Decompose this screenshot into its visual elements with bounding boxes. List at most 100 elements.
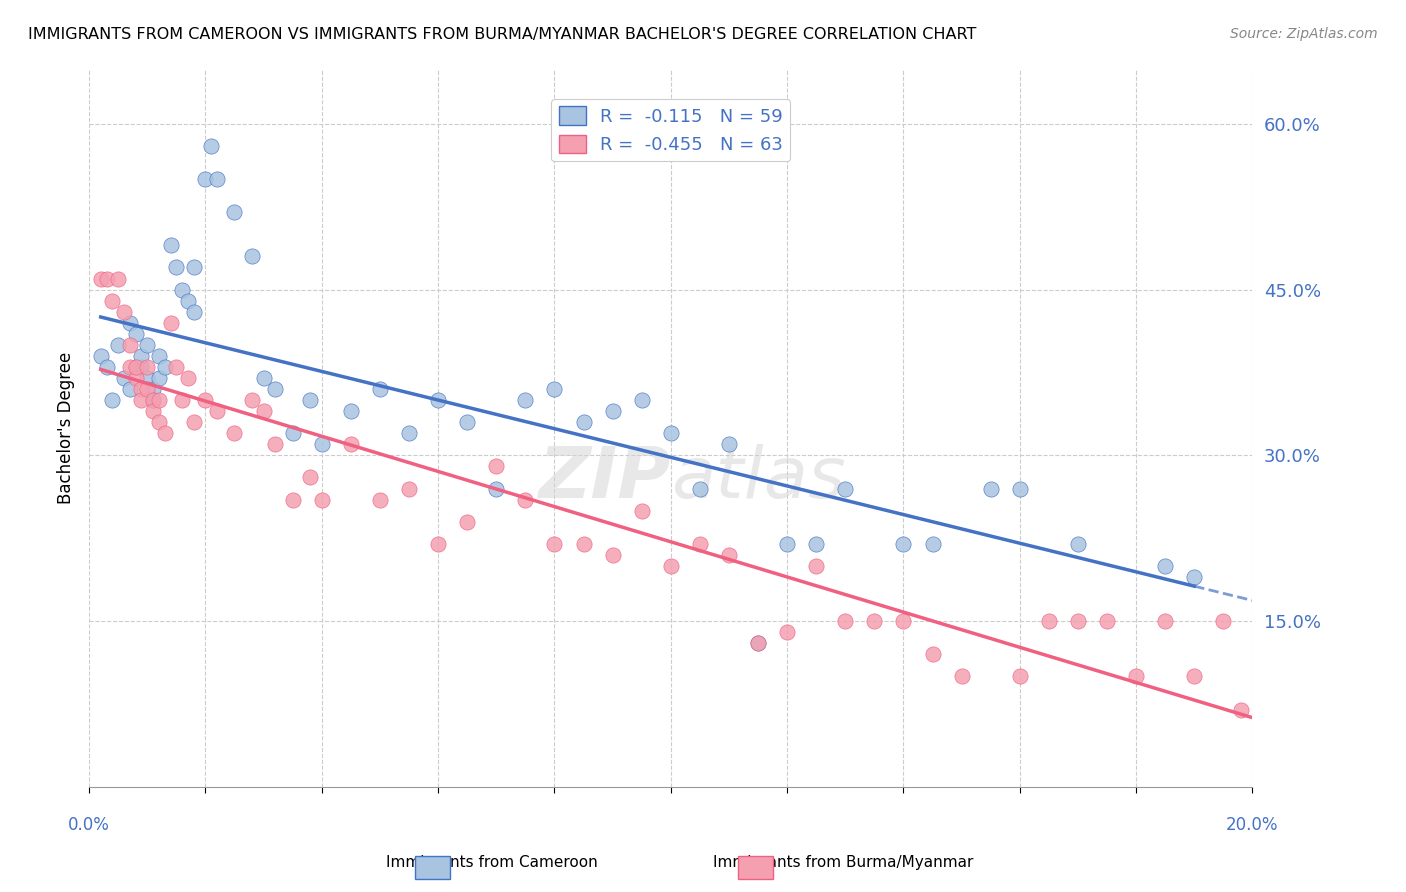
- Point: [183, 260, 205, 275]
- Point: [112, 304, 135, 318]
- Point: [602, 404, 624, 418]
- Point: [1008, 482, 1031, 496]
- Point: [183, 304, 205, 318]
- Point: [131, 393, 153, 408]
- Point: [124, 326, 146, 341]
- Point: [96, 359, 118, 374]
- Point: [515, 492, 537, 507]
- Point: [177, 371, 200, 385]
- Point: [252, 404, 274, 418]
- Text: Immigrants from Cameroon: Immigrants from Cameroon: [387, 855, 598, 870]
- Point: [142, 393, 165, 408]
- Point: [264, 382, 287, 396]
- Point: [299, 393, 322, 408]
- Point: [281, 426, 304, 441]
- Point: [224, 205, 246, 219]
- Text: 0.0%: 0.0%: [67, 815, 110, 834]
- Point: [950, 669, 973, 683]
- Point: [602, 548, 624, 562]
- Point: [1008, 669, 1031, 683]
- Point: [177, 293, 200, 308]
- Text: IMMIGRANTS FROM CAMEROON VS IMMIGRANTS FROM BURMA/MYANMAR BACHELOR'S DEGREE CORR: IMMIGRANTS FROM CAMEROON VS IMMIGRANTS F…: [28, 27, 977, 42]
- Point: [1230, 702, 1253, 716]
- Point: [776, 625, 799, 640]
- Point: [427, 393, 450, 408]
- Point: [264, 437, 287, 451]
- Point: [136, 371, 159, 385]
- Point: [572, 537, 595, 551]
- Point: [165, 359, 187, 374]
- Point: [240, 393, 263, 408]
- Point: [659, 558, 682, 573]
- Point: [118, 316, 141, 330]
- Text: ZIP: ZIP: [538, 443, 671, 513]
- Point: [834, 482, 856, 496]
- Point: [142, 393, 165, 408]
- Point: [136, 382, 159, 396]
- Point: [148, 393, 170, 408]
- Point: [1067, 537, 1090, 551]
- Point: [153, 359, 176, 374]
- Point: [456, 515, 478, 529]
- Point: [311, 492, 333, 507]
- Point: [689, 537, 711, 551]
- Point: [1067, 614, 1090, 628]
- Point: [515, 393, 537, 408]
- Point: [194, 393, 217, 408]
- Point: [368, 492, 391, 507]
- Text: Immigrants from Burma/Myanmar: Immigrants from Burma/Myanmar: [713, 855, 974, 870]
- Point: [893, 537, 915, 551]
- Point: [165, 260, 187, 275]
- Point: [1182, 570, 1205, 584]
- Point: [142, 404, 165, 418]
- Point: [1182, 669, 1205, 683]
- Text: atlas: atlas: [671, 443, 845, 513]
- Point: [118, 359, 141, 374]
- Point: [90, 271, 112, 285]
- Point: [747, 636, 769, 650]
- Point: [205, 172, 228, 186]
- Point: [124, 359, 146, 374]
- Point: [194, 172, 217, 186]
- Point: [101, 293, 124, 308]
- Point: [1212, 614, 1234, 628]
- Point: [183, 415, 205, 429]
- Point: [1125, 669, 1147, 683]
- Point: [107, 338, 129, 352]
- Point: [717, 437, 740, 451]
- Point: [148, 415, 170, 429]
- Point: [107, 271, 129, 285]
- Point: [136, 338, 159, 352]
- Text: 20.0%: 20.0%: [1226, 815, 1278, 834]
- Point: [172, 283, 194, 297]
- Point: [398, 482, 420, 496]
- Point: [1038, 614, 1060, 628]
- Point: [252, 371, 274, 385]
- Point: [543, 537, 565, 551]
- Point: [153, 426, 176, 441]
- Point: [112, 371, 135, 385]
- Point: [124, 359, 146, 374]
- Point: [630, 503, 652, 517]
- Point: [543, 382, 565, 396]
- Point: [921, 648, 943, 662]
- Point: [689, 482, 711, 496]
- Point: [485, 482, 508, 496]
- Point: [980, 482, 1002, 496]
- Point: [311, 437, 333, 451]
- Point: [96, 271, 118, 285]
- Point: [485, 459, 508, 474]
- Point: [398, 426, 420, 441]
- Point: [659, 426, 682, 441]
- Point: [131, 349, 153, 363]
- Point: [834, 614, 856, 628]
- Point: [131, 382, 153, 396]
- Point: [806, 537, 828, 551]
- Point: [142, 382, 165, 396]
- Point: [159, 238, 181, 252]
- Point: [921, 537, 943, 551]
- Point: [101, 393, 124, 408]
- Point: [124, 371, 146, 385]
- Point: [776, 537, 799, 551]
- Point: [118, 382, 141, 396]
